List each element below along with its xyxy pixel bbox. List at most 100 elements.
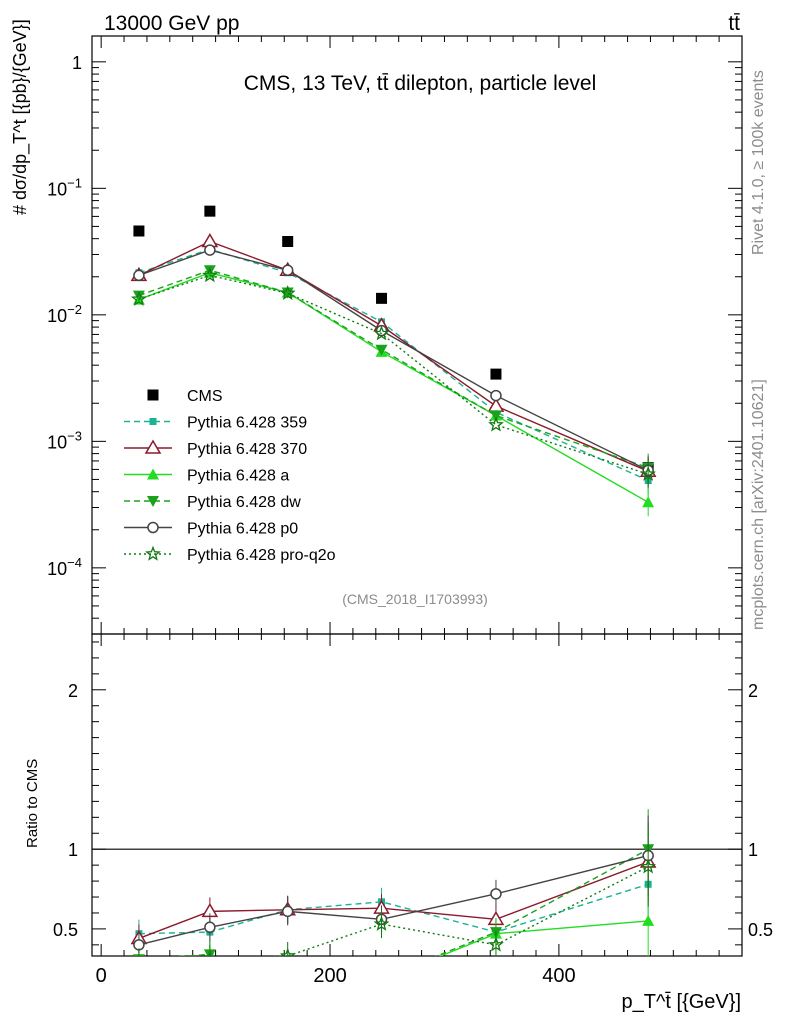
main-plot-frame <box>91 35 743 635</box>
data-point <box>642 496 655 508</box>
data-point <box>133 956 145 967</box>
legend-label: Pythia 6.428 p0 <box>187 521 298 538</box>
data-point <box>376 292 388 304</box>
main-plot-panel: 10−4 10−3 10−2 10−1 1 CMS, 13 TeV, tt̄ dilep… <box>47 35 743 635</box>
y-tick-label: 10−2 <box>47 302 82 326</box>
data-point <box>204 205 216 217</box>
data-point <box>147 468 159 480</box>
data-point <box>204 244 216 256</box>
ratio-y-tick-label: 1 <box>68 840 78 860</box>
legend-label: Pythia 6.428 dw <box>187 494 301 511</box>
data-point <box>147 389 159 401</box>
data-point <box>147 496 159 507</box>
data-point <box>490 389 502 402</box>
ratio-series-line <box>438 920 649 956</box>
ratio-y-tick-label-right: 2 <box>748 681 758 701</box>
data-point <box>203 265 216 277</box>
data-point <box>207 950 212 956</box>
ratio-series-pythia-6-428-dw <box>132 809 655 984</box>
main-series-group <box>130 205 657 517</box>
ratio-series-line <box>138 861 649 940</box>
data-point <box>144 439 162 454</box>
data-point <box>490 888 502 900</box>
legend-label: Pythia 6.428 359 <box>187 415 307 432</box>
data-point <box>149 418 157 425</box>
legend-item: Pythia 6.428 a <box>124 468 289 485</box>
legend-label: Pythia 6.428 370 <box>187 441 307 458</box>
data-point <box>490 368 502 380</box>
data-point <box>147 521 159 534</box>
data-point <box>282 973 294 984</box>
y-tick-label: 1 <box>72 53 82 73</box>
data-point <box>640 465 656 481</box>
x-axis-label: p_T^t̄ [{GeV}] <box>622 991 741 1013</box>
data-point <box>279 947 296 956</box>
ratio-y-tick-label-right: 1 <box>748 840 758 860</box>
data-point <box>375 344 388 356</box>
series-pythia-6-428-dw <box>132 265 655 482</box>
ratio-series-group <box>130 809 657 985</box>
data-point <box>376 973 388 984</box>
ratio-plot-panel: 0.5 0.5 1 1 2 2 0 200 400 <box>53 633 773 987</box>
series-pythia-6-428-pro-q2o <box>130 267 656 489</box>
ratio-series-pythia-6-428-p0 <box>133 815 654 956</box>
data-point <box>376 974 388 985</box>
main-axis-ticks: 10−4 10−3 10−2 10−1 1 <box>47 36 742 635</box>
header-energy-label: 13000 GeV pp <box>104 12 239 35</box>
legend-item: Pythia 6.428 p0 <box>124 521 298 538</box>
data-point <box>282 971 294 982</box>
data-point <box>489 410 502 422</box>
data-point <box>133 939 145 951</box>
legend-label: Pythia 6.428 a <box>187 468 289 485</box>
ratio-y-tick-label-right: 0.5 <box>748 920 773 940</box>
data-point <box>642 914 655 926</box>
ratio-y-tick-label: 2 <box>68 681 78 701</box>
data-point <box>132 290 145 302</box>
y-tick-label: 10−1 <box>47 175 82 199</box>
data-point <box>282 235 294 247</box>
legend-label: CMS <box>187 388 223 405</box>
data-point <box>373 325 390 341</box>
y-tick-label: 10−4 <box>47 555 82 579</box>
series-line <box>138 249 649 471</box>
ratio-y-axis-label: Ratio to CMS <box>24 759 41 848</box>
data-point <box>281 905 294 918</box>
main-ylabel-text: # dσ/dp_T^t [{pb}/{GeV}] <box>10 19 31 215</box>
data-point <box>145 545 161 561</box>
x-tick-label: 200 <box>313 965 346 987</box>
legend-item: Pythia 6.428 359 <box>124 415 307 432</box>
data-point <box>373 915 390 931</box>
analysis-watermark: (CMS_2018_I1703993) <box>342 591 488 607</box>
series-line <box>138 240 649 472</box>
main-plot-title: CMS, 13 TeV, tt̄ dilepton, particle leve… <box>244 72 597 95</box>
data-point <box>202 267 218 283</box>
mcplots-label: mcplots.cern.ch [arXiv:2401.10621] <box>750 379 767 630</box>
ratio-clipped-group <box>130 809 657 985</box>
ratio-y-tick-label: 0.5 <box>53 920 78 940</box>
rivet-version-label: Rivet 4.1.0, ≥ 100k events <box>750 70 767 255</box>
data-point <box>130 290 147 306</box>
ratio-series-line <box>138 854 649 946</box>
ratio-series-line <box>138 883 649 935</box>
series-line <box>138 272 649 503</box>
data-point <box>281 287 294 299</box>
data-point <box>488 416 504 432</box>
data-point <box>138 954 140 956</box>
ratio-axis-ticks: 0.5 0.5 1 1 2 2 0 200 400 <box>53 634 773 987</box>
data-point <box>133 269 145 282</box>
x-tick-label: 0 <box>96 965 107 987</box>
data-point <box>640 858 657 874</box>
data-point <box>204 921 216 934</box>
legend-item: Pythia 6.428 370 <box>124 439 307 458</box>
series-line <box>138 274 649 475</box>
legend-item: CMS <box>147 388 223 405</box>
data-point <box>281 264 294 277</box>
series-line <box>138 269 649 469</box>
data-point <box>488 936 504 952</box>
series-pythia-6-428-a <box>132 266 655 517</box>
data-point <box>279 285 296 301</box>
x-tick-label: 400 <box>542 965 575 987</box>
ratio-plot-frame <box>91 633 743 957</box>
main-y-axis-label: # dσ/dp_T^t [{pb}/{GeV}] <box>10 19 31 215</box>
